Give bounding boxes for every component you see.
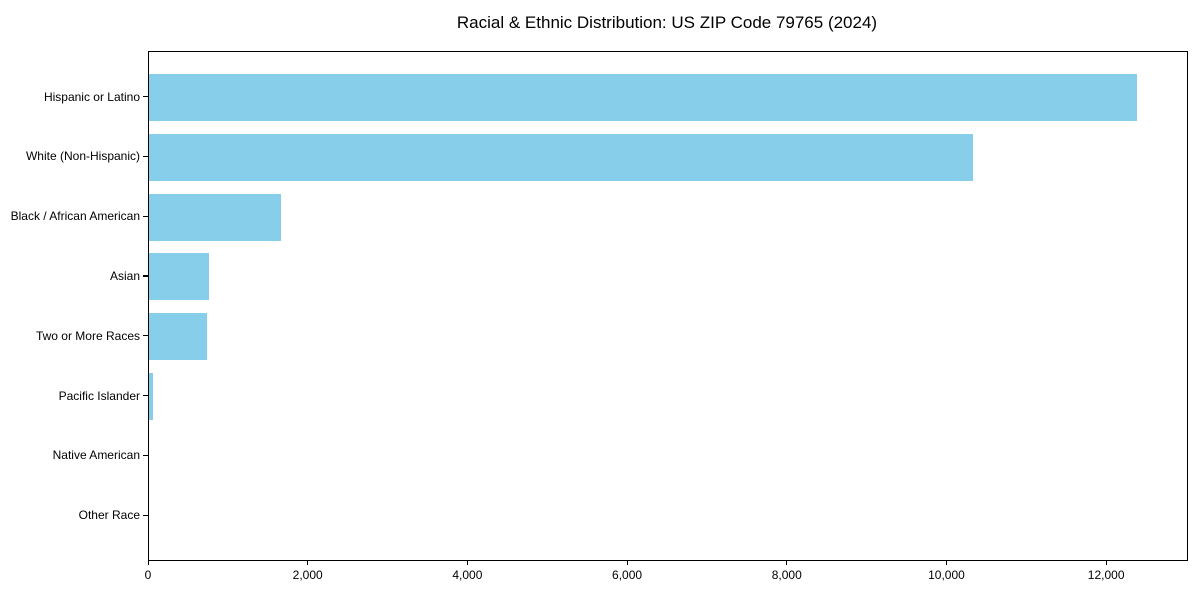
y-axis-category-label: Native American bbox=[52, 448, 140, 463]
y-axis-category-label: Hispanic or Latino bbox=[43, 89, 140, 104]
x-tick-mark bbox=[1105, 560, 1107, 565]
y-axis-category-label: Other Race bbox=[78, 508, 140, 523]
x-axis-tick-label: 10,000 bbox=[928, 568, 965, 582]
y-tick-mark bbox=[143, 514, 148, 516]
y-axis-category-label: Asian bbox=[109, 268, 140, 283]
x-axis-tick-label: 12,000 bbox=[1087, 568, 1125, 582]
x-tick-mark bbox=[466, 560, 469, 565]
x-tick-mark bbox=[147, 560, 149, 565]
y-tick-mark bbox=[143, 96, 148, 98]
bar bbox=[149, 193, 281, 241]
x-axis-tick-label: 4,000 bbox=[452, 568, 483, 582]
x-tick-mark bbox=[626, 560, 628, 565]
bar bbox=[149, 74, 1137, 122]
y-axis-category-label: Pacific Islander bbox=[58, 388, 140, 403]
y-axis-category-label: Black / African American bbox=[10, 209, 140, 224]
y-tick-mark bbox=[143, 395, 148, 397]
x-axis-tick-label: 0 bbox=[144, 568, 152, 582]
y-tick-mark bbox=[143, 335, 148, 337]
x-axis-tick-label: 8,000 bbox=[771, 568, 802, 582]
x-axis-tick-label: 2,000 bbox=[292, 568, 323, 582]
bar bbox=[149, 133, 973, 181]
x-tick-mark bbox=[307, 560, 309, 565]
y-tick-mark bbox=[143, 454, 148, 456]
bar bbox=[149, 253, 210, 301]
y-axis-category-label: Two or More Races bbox=[35, 328, 140, 343]
x-axis-tick-label: 6,000 bbox=[612, 568, 643, 582]
y-axis-category-label: White (Non-Hispanic) bbox=[25, 149, 140, 164]
x-tick-mark bbox=[786, 560, 788, 565]
x-tick-mark bbox=[945, 560, 948, 565]
plot-area bbox=[148, 51, 1188, 561]
bar bbox=[149, 373, 154, 420]
y-tick-mark bbox=[143, 275, 148, 277]
y-tick-mark bbox=[143, 215, 148, 217]
y-tick-mark bbox=[143, 155, 148, 158]
bar bbox=[149, 313, 207, 361]
chart-title: Racial & Ethnic Distribution: US ZIP Cod… bbox=[456, 13, 878, 32]
